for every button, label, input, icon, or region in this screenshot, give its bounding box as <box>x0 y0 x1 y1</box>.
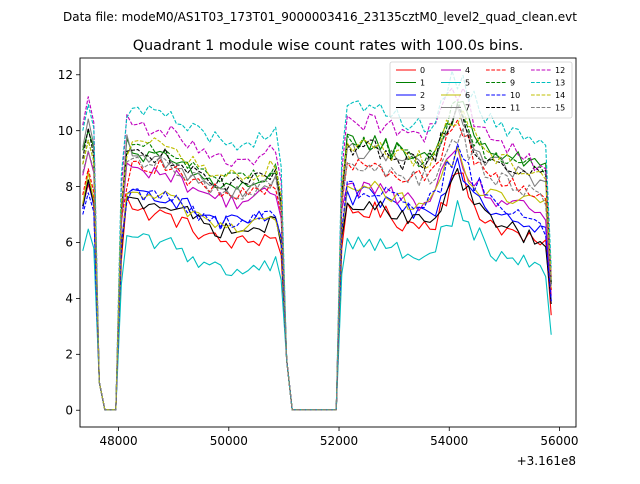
series-line-13 <box>82 70 552 411</box>
series-line-10 <box>82 143 552 411</box>
y-tick-label: 6 <box>65 236 73 250</box>
legend-label-3: 3 <box>420 104 425 113</box>
chart-title: Quadrant 1 module wise count rates with … <box>133 38 524 54</box>
legend-label-13: 13 <box>555 79 565 88</box>
y-tick-label: 8 <box>65 180 73 194</box>
y-tick-label: 12 <box>58 68 73 82</box>
legend-label-0: 0 <box>420 66 425 75</box>
legend-label-2: 2 <box>420 91 425 100</box>
legend-label-9: 9 <box>510 79 515 88</box>
y-tick-label: 2 <box>65 348 73 362</box>
legend-label-14: 14 <box>555 91 565 100</box>
legend-label-1: 1 <box>420 79 425 88</box>
legend-label-7: 7 <box>465 104 470 113</box>
x-offset-label: +3.161e8 <box>517 454 576 468</box>
x-tick-label: 50000 <box>210 434 248 448</box>
legend-label-10: 10 <box>510 91 520 100</box>
legend-label-8: 8 <box>510 66 515 75</box>
y-tick-label: 4 <box>65 292 73 306</box>
legend-label-5: 5 <box>465 79 470 88</box>
legend-label-4: 4 <box>465 66 470 75</box>
x-tick-label: 56000 <box>540 434 578 448</box>
x-tick-label: 52000 <box>320 434 358 448</box>
data-file-label: Data file: modeM0/AS1T03_173T01_90000034… <box>63 10 577 24</box>
legend-label-15: 15 <box>555 104 565 113</box>
x-tick-label: 48000 <box>99 434 137 448</box>
x-tick-label: 54000 <box>430 434 468 448</box>
axes: 48000 50000 52000 54000 56000+3.161e80246810… <box>58 57 579 468</box>
series-line-15 <box>82 127 552 411</box>
legend-label-6: 6 <box>465 91 470 100</box>
legend-label-12: 12 <box>555 66 565 75</box>
plot-area <box>82 70 552 411</box>
legend-box <box>389 61 573 119</box>
legend-label-11: 11 <box>510 104 520 113</box>
y-tick-label: 10 <box>58 124 73 138</box>
y-tick-label: 0 <box>65 403 73 417</box>
